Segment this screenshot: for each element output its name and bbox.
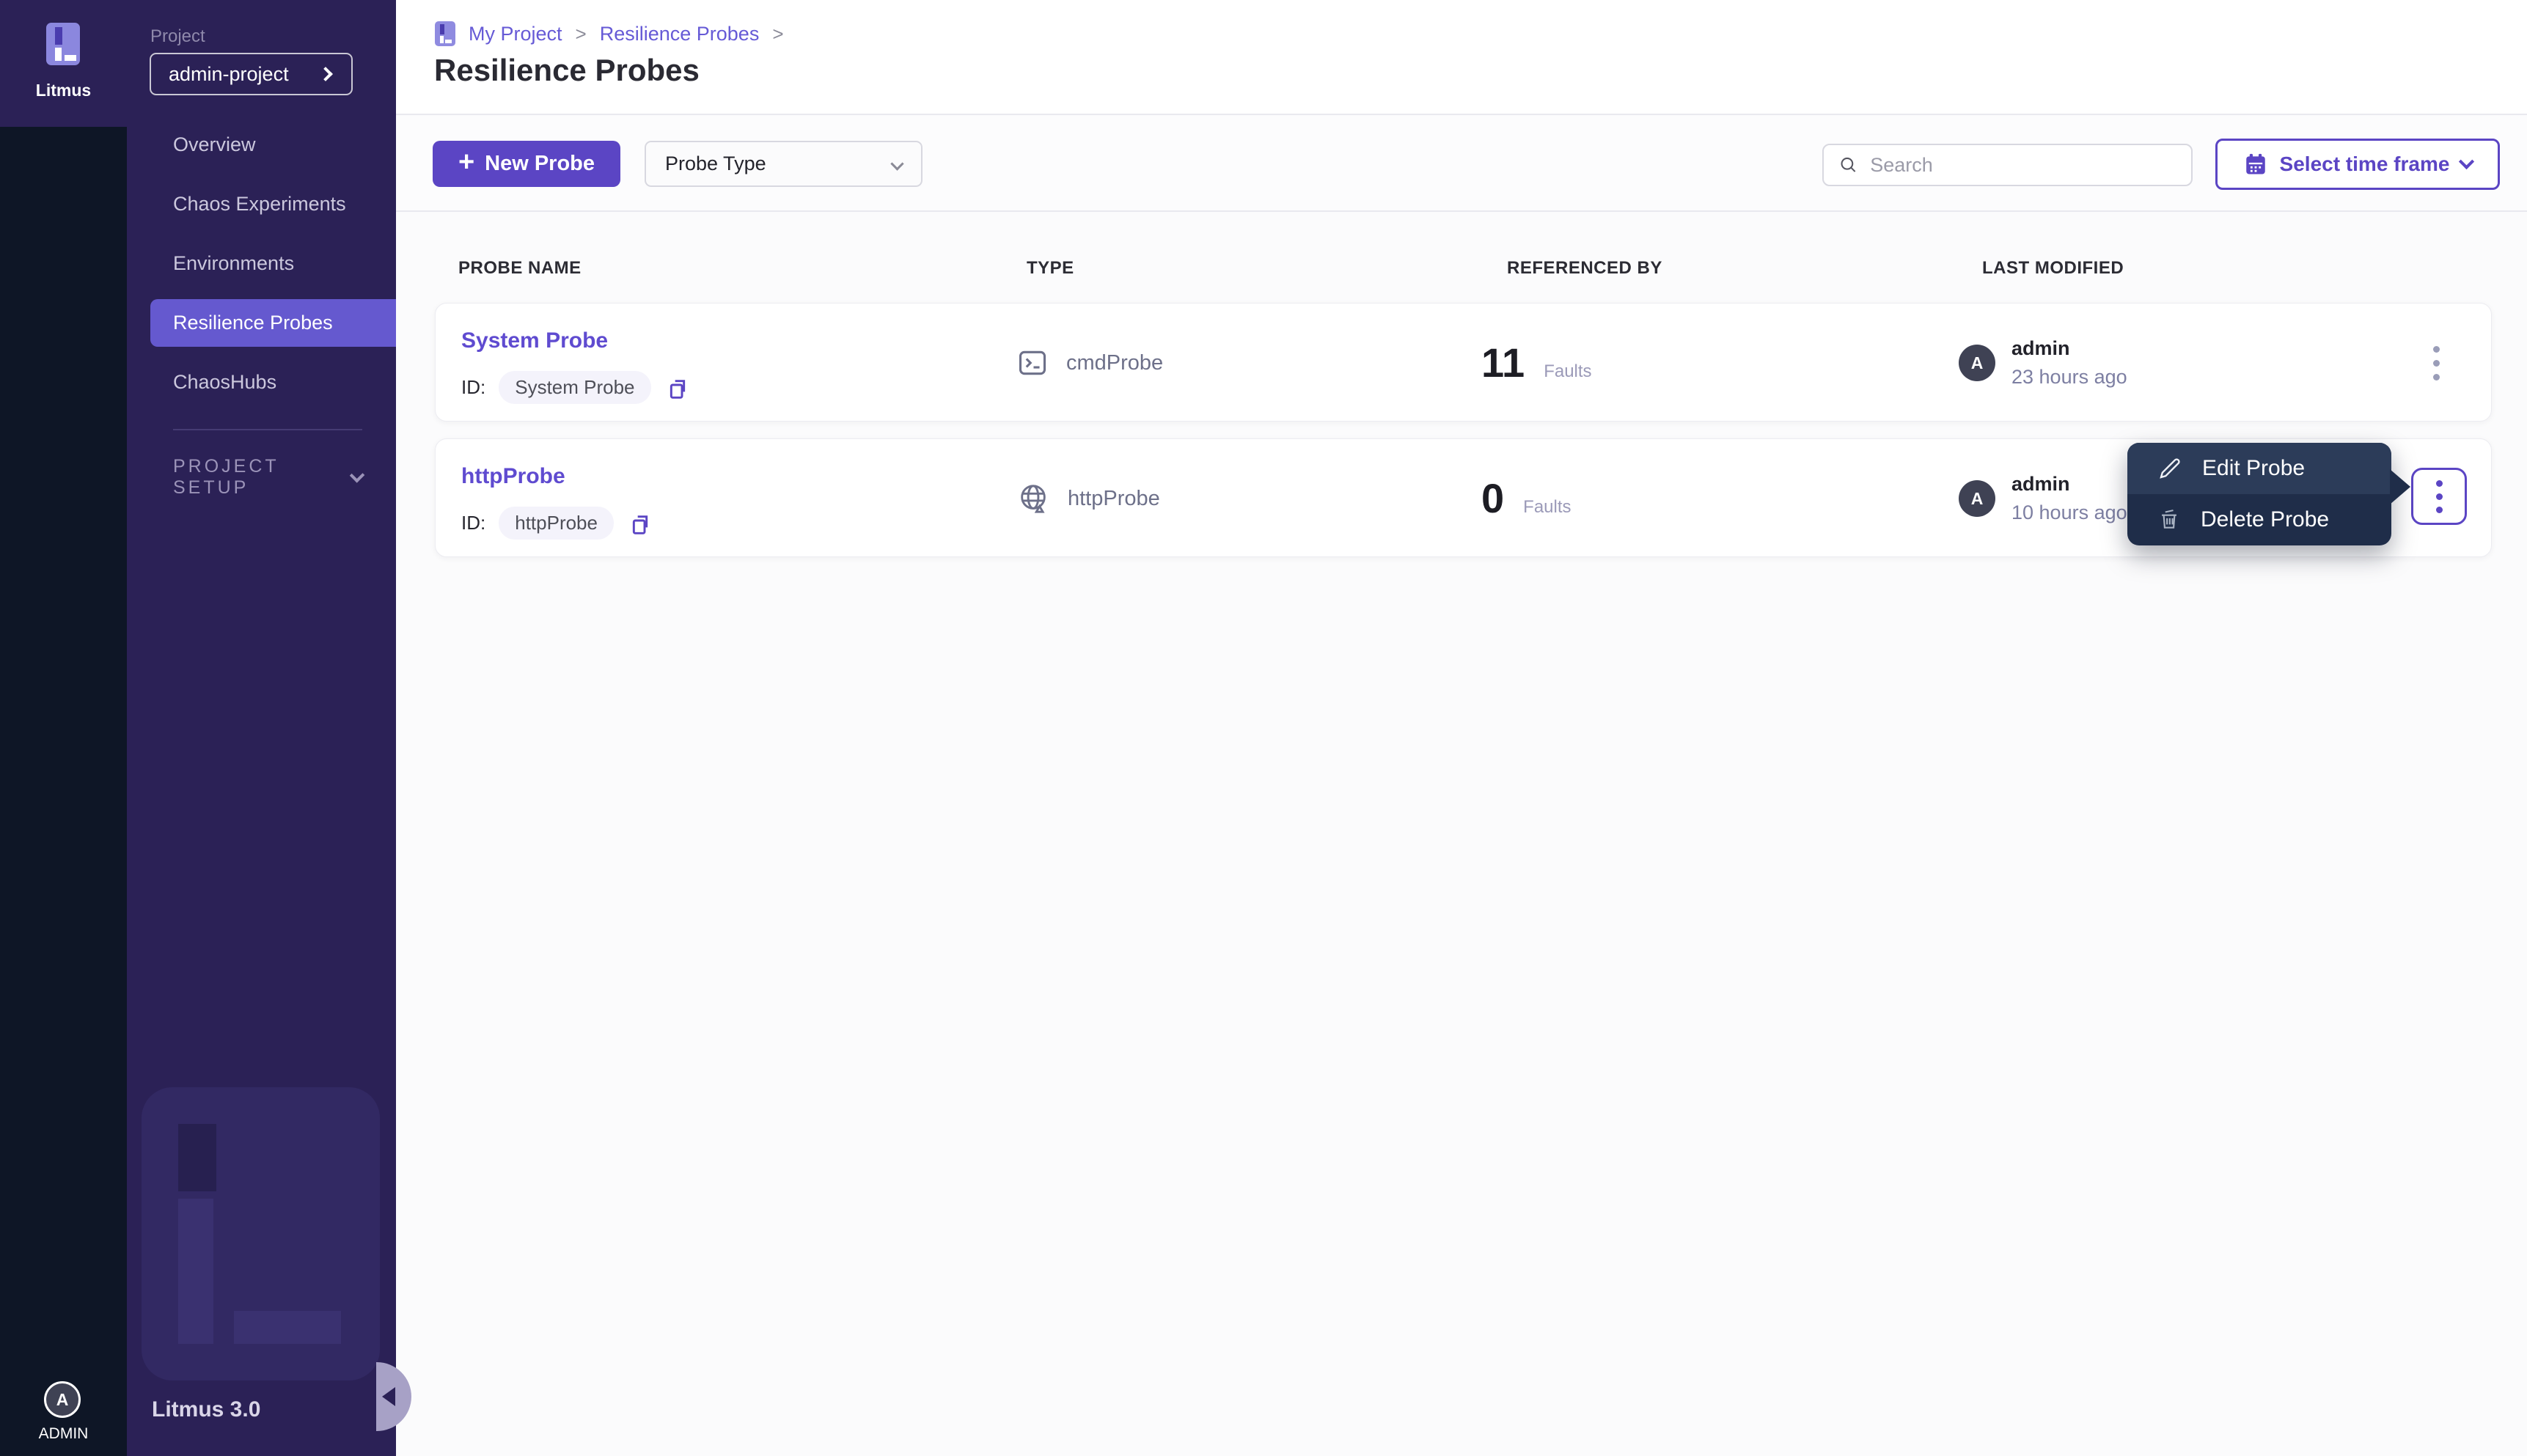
column-header-last-modified: LAST MODIFIED [1982, 258, 2124, 278]
litmus-watermark [142, 1087, 380, 1380]
breadcrumb-logo-icon [435, 21, 455, 46]
chevron-down-icon [890, 157, 904, 171]
sidebar-item-chaoshubs[interactable]: ChaosHubs [173, 371, 277, 393]
project-selector[interactable]: admin-project [150, 53, 353, 95]
search-input[interactable] [1870, 153, 2176, 177]
toolbar: + New Probe Probe Type [396, 117, 2527, 212]
avatar: A [1959, 480, 1995, 517]
terminal-icon [1019, 350, 1046, 375]
row-menu-button[interactable] [2416, 337, 2457, 389]
probe-id-row: ID: System Probe [461, 371, 688, 404]
modified-ago: 23 hours ago [2011, 366, 2127, 388]
new-probe-button[interactable]: + New Probe [433, 141, 620, 187]
breadcrumb-my-project[interactable]: My Project [469, 22, 562, 45]
project-selector-value: admin-project [169, 62, 289, 85]
chevron-down-icon [2459, 153, 2475, 169]
avatar: A [1959, 345, 1995, 381]
row-context-menu: Edit Probe Delete Probe [2127, 443, 2410, 545]
modified-ago: 10 hours ago [2011, 501, 2127, 523]
menu-item-edit-probe[interactable]: Edit Probe [2127, 443, 2391, 494]
pencil-icon [2160, 458, 2180, 479]
modified-by: admin [2011, 473, 2070, 495]
breadcrumb-resilience-probes[interactable]: Resilience Probes [599, 22, 760, 45]
project-setup-toggle[interactable]: PROJECT SETUP [173, 456, 365, 499]
faults-count: 0 [1481, 475, 1505, 521]
column-header-type: TYPE [1027, 258, 1074, 278]
brand-label: Litmus [35, 81, 92, 100]
breadcrumb: My Project > Resilience Probes > [435, 21, 784, 47]
probe-type-cell: cmdProbe [1016, 304, 1163, 422]
sidebar-divider [173, 429, 362, 430]
probe-name-link[interactable]: httpProbe [461, 464, 565, 488]
collapse-arrow-icon [382, 1387, 395, 1406]
row-menu-button-active[interactable] [2411, 468, 2467, 525]
menu-arrow [2390, 469, 2410, 504]
version-label: Litmus 3.0 [152, 1397, 261, 1422]
copy-icon[interactable] [627, 512, 650, 535]
menu-item-delete-probe[interactable]: Delete Probe [2127, 494, 2391, 545]
plus-icon: + [458, 147, 475, 177]
column-header-referenced-by: REFERENCED BY [1507, 258, 1662, 278]
modified-by: admin [2011, 337, 2070, 359]
chevron-right-icon [318, 67, 333, 81]
sidebar-item-resilience-probes[interactable]: Resilience Probes [150, 299, 396, 347]
last-modified-cell: A admin 23 hours ago [1959, 304, 2127, 422]
probe-id-chip: System Probe [499, 371, 651, 404]
trash-icon [2162, 510, 2176, 529]
page-title: Resilience Probes [434, 53, 700, 87]
litmus-logo-icon[interactable] [46, 23, 80, 65]
referenced-by-cell: 11 Faults [1481, 304, 1592, 422]
probe-type-cell: httpProbe [1016, 439, 1160, 558]
last-modified-cell: A admin 10 hours ago [1959, 439, 2127, 558]
sidebar: Project admin-project Overview Chaos Exp… [127, 0, 411, 1456]
calendar-icon [2245, 153, 2265, 174]
breadcrumb-separator: > [772, 22, 784, 45]
sidebar-item-chaos-experiments[interactable]: Chaos Experiments [173, 193, 346, 215]
page-header: My Project > Resilience Probes > Resilie… [396, 0, 2527, 115]
column-header-probe-name: PROBE NAME [458, 258, 582, 278]
user-avatar[interactable]: A [44, 1381, 81, 1418]
icon-rail: Litmus A ADMIN [0, 0, 127, 1456]
table-row: System Probe ID: System Probe cmdProbe 1… [435, 303, 2492, 422]
main-content: My Project > Resilience Probes > Resilie… [396, 0, 2527, 1456]
search-icon [1841, 157, 1856, 172]
sidebar-item-overview[interactable]: Overview [173, 133, 256, 155]
sidebar-item-environments[interactable]: Environments [173, 252, 295, 274]
faults-count: 11 [1481, 339, 1525, 386]
probe-name-link[interactable]: System Probe [461, 328, 609, 353]
probe-type-dropdown[interactable]: Probe Type [645, 141, 923, 187]
search-box [1822, 144, 2193, 186]
probe-id-chip: httpProbe [499, 507, 614, 540]
referenced-by-cell: 0 Faults [1481, 439, 1571, 558]
globe-icon [1021, 485, 1046, 513]
project-setup-label: PROJECT SETUP [173, 456, 279, 498]
copy-icon[interactable] [664, 376, 688, 400]
project-label: Project [150, 26, 205, 46]
select-time-frame-button[interactable]: Select time frame [2215, 139, 2500, 190]
probe-id-row: ID: httpProbe [461, 507, 650, 540]
breadcrumb-separator: > [575, 22, 587, 45]
user-role-label: ADMIN [38, 1425, 89, 1442]
